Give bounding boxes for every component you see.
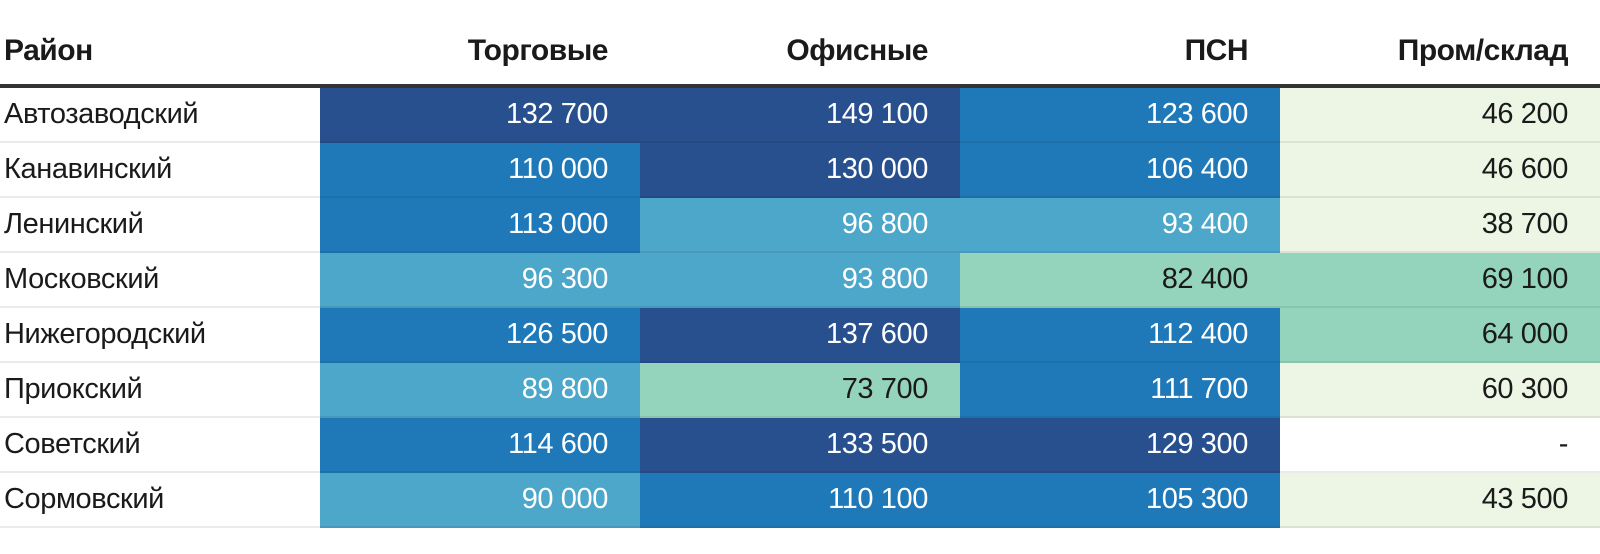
table-row: Автозаводский 132 700 149 100 123 600 46 200 — [0, 88, 1600, 143]
value-cell: 137 600 — [640, 308, 960, 363]
value-cell: 106 400 — [960, 143, 1280, 198]
value-cell: 130 000 — [640, 143, 960, 198]
district-cell: Сормовский — [0, 473, 320, 528]
value-cell: 90 000 — [320, 473, 640, 528]
value-cell: 46 200 — [1280, 88, 1600, 143]
value-cell: - — [1280, 418, 1600, 473]
value-cell: 69 100 — [1280, 253, 1600, 308]
value-cell: 112 400 — [960, 308, 1280, 363]
value-cell: 133 500 — [640, 418, 960, 473]
value-cell: 123 600 — [960, 88, 1280, 143]
value-cell: 82 400 — [960, 253, 1280, 308]
value-cell: 96 300 — [320, 253, 640, 308]
value-cell: 93 400 — [960, 198, 1280, 253]
table-row: Советский 114 600 133 500 129 300- — [0, 418, 1600, 473]
table-row: Нижегородский 126 500 137 600 112 400 64 000 — [0, 308, 1600, 363]
value-cell: 105 300 — [960, 473, 1280, 528]
table-row: Приокский 89 800 73 700 111 700 60 300 — [0, 363, 1600, 418]
table-row: Московский 96 300 93 800 82 400 69 100 — [0, 253, 1600, 308]
value-cell: 96 800 — [640, 198, 960, 253]
value-cell: 113 000 — [320, 198, 640, 253]
district-cell: Канавинский — [0, 143, 320, 198]
district-cell: Ленинский — [0, 198, 320, 253]
district-cell: Автозаводский — [0, 88, 320, 143]
value-cell: 111 700 — [960, 363, 1280, 418]
value-cell: 60 300 — [1280, 363, 1600, 418]
value-cell: 114 600 — [320, 418, 640, 473]
value-cell: 149 100 — [640, 88, 960, 143]
col-header-industrial: Пром/склад — [1397, 34, 1569, 67]
value-cell: 129 300 — [960, 418, 1280, 473]
district-cell: Приокский — [0, 363, 320, 418]
district-cell: Советский — [0, 418, 320, 473]
value-cell: 38 700 — [1280, 198, 1600, 253]
value-cell: 64 000 — [1280, 308, 1600, 363]
value-cell: 110 100 — [640, 473, 960, 528]
value-cell: 73 700 — [640, 363, 960, 418]
district-cell: Нижегородский — [0, 308, 320, 363]
col-header-district: Район — [4, 34, 93, 67]
table-row: Канавинский 110 000 130 000 106 400 46 600 — [0, 143, 1600, 198]
col-header-psn: ПСН — [1184, 34, 1249, 67]
table-row: Ленинский 113 000 96 800 93 400 38 700 — [0, 198, 1600, 253]
table-row: Сормовский 90 000 110 100 105 300 43 500 — [0, 473, 1600, 528]
header-divider-rule — [0, 84, 1600, 88]
value-cell: 46 600 — [1280, 143, 1600, 198]
table-body: Автозаводский 132 700 149 100 123 600 46 200… — [0, 88, 1600, 528]
value-cell: 110 000 — [320, 143, 640, 198]
value-cell: 132 700 — [320, 88, 640, 143]
value-cell: 126 500 — [320, 308, 640, 363]
col-header-retail: Торговые — [467, 34, 609, 67]
value-cell: 89 800 — [320, 363, 640, 418]
col-header-office: Офисные — [786, 34, 928, 67]
table-header-row: Район Торговые Офисные ПСН Пром/склад — [0, 0, 1600, 84]
value-cell: 93 800 — [640, 253, 960, 308]
value-cell: 43 500 — [1280, 473, 1600, 528]
district-cell: Московский — [0, 253, 320, 308]
